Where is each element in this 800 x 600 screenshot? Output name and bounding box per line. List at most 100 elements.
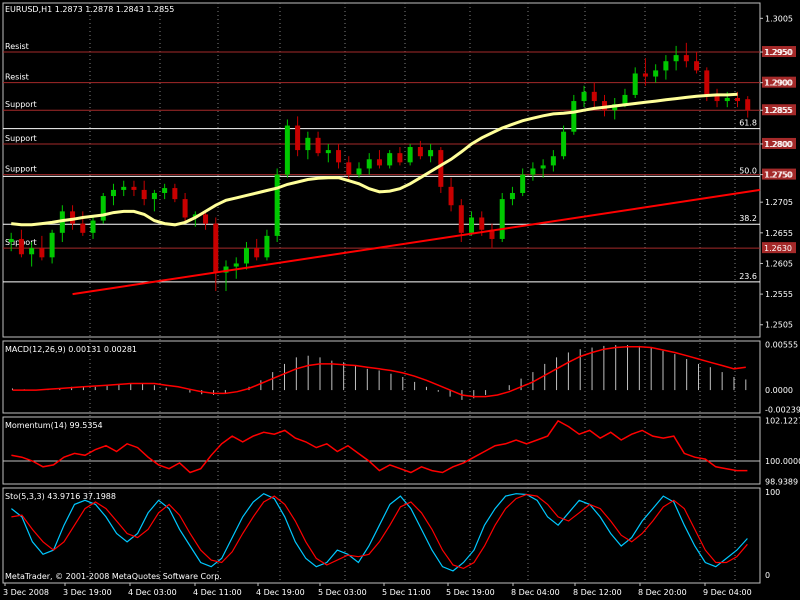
- level-label: Support: [5, 165, 37, 174]
- momentum-axis-label: 100.0000: [765, 457, 800, 466]
- candle-body: [561, 131, 567, 157]
- candle-body: [305, 137, 311, 151]
- candle-body: [694, 61, 700, 71]
- candle-body: [315, 137, 321, 154]
- price-axis-label: 1.3005: [765, 14, 793, 23]
- candle-body: [581, 91, 587, 102]
- candle-body: [663, 61, 669, 71]
- price-axis-label: 1.2555: [765, 290, 793, 299]
- price-axis-label: 1.2855: [765, 106, 793, 115]
- price-axis-label: 1.2505: [765, 321, 793, 330]
- candle-body: [8, 238, 14, 243]
- fib-label: 38.2: [739, 214, 757, 223]
- time-axis-label: 8 Dec 12:00: [573, 588, 622, 597]
- pane-frame-main: [2, 2, 761, 338]
- trendline[interactable]: [72, 188, 761, 296]
- candle-body: [203, 214, 209, 224]
- candle-body: [356, 168, 362, 175]
- time-axis-label: 8 Dec 20:00: [638, 588, 687, 597]
- candle-body: [162, 188, 168, 193]
- candle-body: [704, 70, 710, 95]
- candle-body: [714, 94, 720, 102]
- time-axis-label: 4 Dec 19:00: [256, 588, 305, 597]
- price-tag-bg: [762, 46, 796, 58]
- price-tag: 1.2900: [764, 79, 792, 88]
- candle-body: [100, 196, 106, 221]
- price-tag-bg: [762, 104, 796, 116]
- candle-body: [70, 211, 76, 224]
- price-axis-label: 1.2705: [765, 198, 793, 207]
- price-tag-bg: [762, 168, 796, 180]
- candle-body: [622, 94, 628, 105]
- stoch-main-line: [11, 493, 748, 572]
- candle-body: [479, 217, 485, 230]
- footer-copyright: MetaTrader, © 2001-2008 MetaQuotes Softw…: [5, 572, 222, 581]
- stoch-signal-line: [11, 493, 748, 570]
- candle-body: [489, 229, 495, 239]
- price-tag: 1.2855: [764, 106, 792, 115]
- time-axis-label: 4 Dec 03:00: [128, 588, 177, 597]
- candle-body: [213, 223, 219, 273]
- time-axis-label: 8 Dec 04:00: [511, 588, 560, 597]
- moving-average-line: [11, 92, 738, 227]
- candle-body: [295, 125, 301, 151]
- candle-body: [80, 223, 86, 233]
- candle-body: [233, 263, 239, 267]
- candle-body: [284, 125, 290, 175]
- candle-body: [653, 70, 659, 77]
- candle-body: [376, 159, 382, 166]
- momentum-line: [11, 419, 748, 474]
- candle-body: [632, 73, 638, 95]
- momentum-title: Momentum(14) 99.5354: [5, 421, 103, 430]
- candle-body: [724, 97, 730, 102]
- candle-body: [29, 248, 35, 255]
- price-axis-label: 1.2900: [765, 79, 793, 88]
- level-label: Support: [5, 100, 37, 109]
- candle-body: [550, 156, 556, 166]
- candle-body: [397, 153, 403, 163]
- candle-body: [131, 186, 137, 190]
- candle-body: [745, 99, 751, 111]
- candle-body: [387, 153, 393, 166]
- momentum-axis-label: 102.1227: [765, 416, 800, 425]
- candle-body: [366, 159, 372, 169]
- time-axis-label: 3 Dec 19:00: [63, 588, 112, 597]
- candle-body: [438, 150, 444, 187]
- candle-body: [602, 101, 608, 111]
- candle-body: [448, 186, 454, 206]
- stoch-axis-label: 0: [765, 571, 770, 580]
- candle-body: [530, 168, 536, 175]
- price-tag: 1.2630: [764, 244, 792, 253]
- candle-body: [90, 220, 96, 233]
- macd-title: MACD(12,26,9) 0.00131 0.00281: [5, 345, 137, 354]
- candle-body: [141, 189, 147, 200]
- fib-label: 50.0: [739, 166, 757, 175]
- pane-frame-mom: [2, 416, 761, 485]
- candle-body: [520, 174, 526, 193]
- candle-body: [428, 150, 434, 157]
- candle-body: [499, 199, 505, 239]
- price-tag-bg: [762, 242, 796, 254]
- candle-body: [151, 192, 157, 200]
- time-axis-label: 5 Dec 19:00: [446, 588, 495, 597]
- candle-body: [458, 205, 464, 233]
- price-tag-bg: [762, 137, 796, 149]
- macd-axis-label: 0.0000: [765, 386, 793, 395]
- time-axis-label: 9 Dec 04:00: [703, 588, 752, 597]
- candle-body: [243, 248, 249, 264]
- fib-label: 61.8: [739, 119, 757, 128]
- price-tag-bg: [762, 76, 796, 88]
- level-label: Resist: [5, 73, 29, 82]
- candle-body: [346, 162, 352, 175]
- price-axis-label: 1.2800: [765, 140, 793, 149]
- candle-body: [110, 189, 116, 197]
- time-axis-label: 5 Dec 11:00: [382, 588, 431, 597]
- pane-frame-sto: [2, 487, 761, 584]
- candle-body: [49, 232, 55, 258]
- candle-body: [417, 147, 423, 157]
- candle-body: [509, 192, 515, 200]
- price-axis-label: 1.2605: [765, 259, 793, 268]
- candle-body: [571, 101, 577, 132]
- candle-body: [673, 55, 679, 62]
